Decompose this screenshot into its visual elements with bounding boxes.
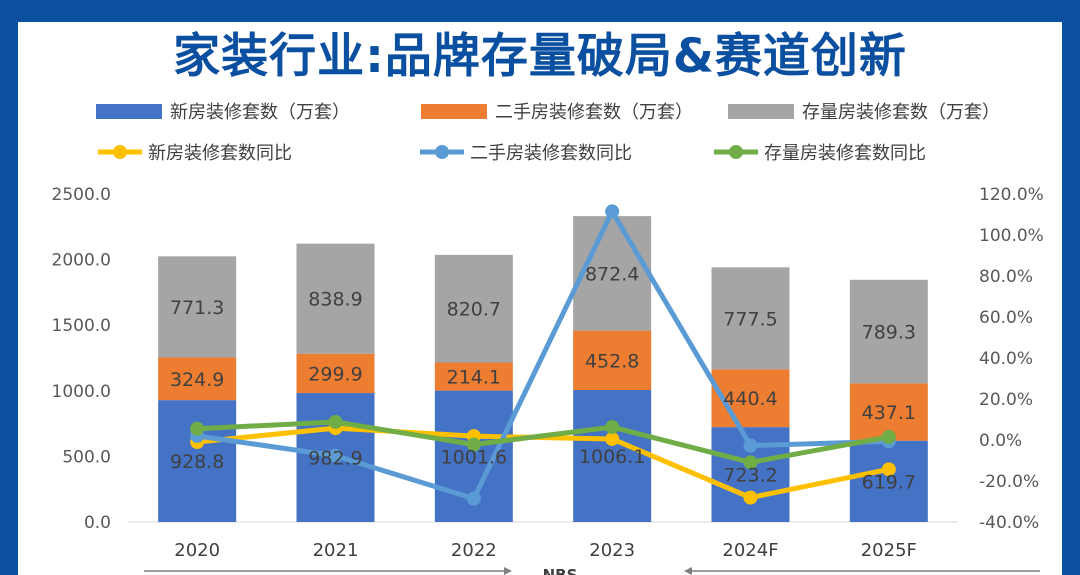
bar-segment (573, 216, 652, 331)
bar-data-label: 872.4 (585, 263, 639, 285)
line-point (743, 455, 758, 470)
x-tick-label: 2022 (451, 540, 497, 561)
bar-segment (711, 267, 790, 370)
bar-data-label: 928.8 (170, 451, 224, 473)
y-tick-label: 0.0 (84, 513, 111, 533)
bar-data-label: 214.1 (447, 367, 501, 389)
x-tick-label: 2021 (313, 540, 359, 561)
line-point (605, 431, 620, 446)
y-tick-label: 2500.0 (52, 185, 111, 205)
footer-arrow-head (504, 567, 512, 575)
bar-segment (296, 353, 375, 394)
bar-data-label: 777.5 (723, 308, 777, 330)
legend-swatch (421, 104, 487, 119)
line-point (466, 437, 481, 452)
y2-tick-label: 80.0% (979, 267, 1033, 287)
bar-data-label: 452.8 (585, 350, 639, 372)
line-point (605, 204, 620, 219)
legend-swatch (728, 104, 794, 119)
y-tick-label: 1000.0 (52, 382, 111, 402)
bar-data-label: 299.9 (308, 363, 362, 385)
line-series (196, 208, 889, 502)
legend-swatch (96, 104, 162, 119)
y2-tick-label: -40.0% (979, 513, 1039, 533)
legend-label: 存量房装修套数（万套） (802, 102, 1000, 123)
x-tick-label: 2024F (722, 540, 778, 561)
bar-segment (296, 243, 375, 354)
bar-segment (158, 357, 237, 401)
x-tick-label: 2025F (861, 540, 917, 561)
bar-data-label: 723.2 (723, 465, 777, 487)
legend-label: 新房装修套数（万套） (170, 102, 350, 123)
y2-tick-label: 0.0% (979, 431, 1022, 451)
footer-arrow-head (684, 567, 692, 575)
page-title: 家装行业:品牌存量破局&赛道创新 (173, 29, 907, 84)
bar-segment (849, 279, 928, 384)
legend-label: 存量房装修套数同比 (764, 143, 926, 164)
x-tick-label: 2023 (589, 540, 635, 561)
bar-segment (158, 256, 237, 358)
legend-marker (729, 145, 743, 159)
bar-data-label: 789.3 (862, 322, 916, 344)
y2-tick-label: -20.0% (979, 472, 1039, 492)
bar-data-label: 1006.1 (579, 446, 645, 468)
bar-segment (158, 400, 237, 522)
legend-marker (435, 145, 449, 159)
line-series (197, 419, 890, 465)
y-tick-label: 1500.0 (52, 316, 111, 336)
bar-data-label: 838.9 (308, 289, 362, 311)
y-tick-label: 500.0 (62, 447, 111, 467)
y2-tick-label: 100.0% (979, 226, 1044, 246)
bar-data-label: 982.9 (308, 448, 362, 470)
legend-label: 二手房装修套数同比 (470, 143, 632, 164)
y2-tick-label: 20.0% (979, 390, 1033, 410)
bar-data-label: 437.1 (862, 402, 916, 424)
legend-marker (113, 145, 127, 159)
y2-tick-label: 120.0% (979, 185, 1044, 205)
bar-data-label: 440.4 (723, 388, 777, 410)
bar-data-label: 619.7 (862, 471, 916, 493)
line-point (881, 462, 896, 477)
line-point (190, 421, 205, 436)
bar-segment (849, 440, 928, 522)
bar-data-label: 771.3 (170, 297, 224, 319)
line-point (743, 438, 758, 453)
line-point (605, 420, 620, 435)
bar-data-label: 1001.6 (441, 446, 507, 468)
y2-tick-label: 40.0% (979, 349, 1033, 369)
x-tick-label: 2020 (174, 540, 220, 561)
line-point (328, 448, 343, 463)
source-label: NBS (543, 566, 578, 575)
bar-segment (434, 362, 513, 391)
bar-segment (573, 389, 652, 522)
bar-segment (434, 254, 513, 363)
legend-label: 二手房装修套数（万套） (495, 102, 693, 123)
y-tick-label: 2000.0 (52, 251, 111, 271)
line-point (466, 491, 481, 506)
line-point (881, 429, 896, 444)
bar-data-label: 324.9 (170, 369, 224, 391)
bar-segment (573, 330, 652, 390)
line-point (328, 414, 343, 429)
legend-label: 新房装修套数同比 (148, 143, 292, 164)
line-point (743, 490, 758, 505)
bar-data-label: 820.7 (447, 299, 501, 321)
y2-tick-label: 60.0% (979, 308, 1033, 328)
